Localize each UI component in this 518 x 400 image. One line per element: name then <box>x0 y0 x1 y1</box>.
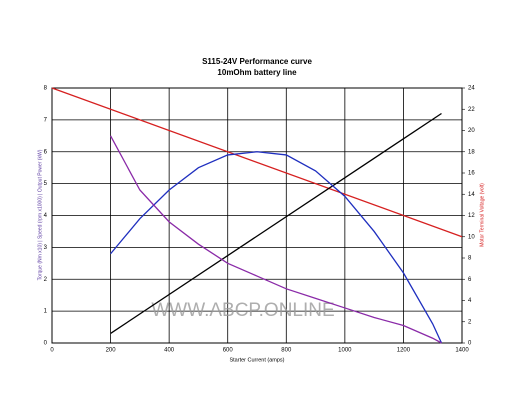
x-tick-label: 1000 <box>338 348 352 354</box>
y-tick-label: 3 <box>44 245 48 251</box>
y2-tick-label: 22 <box>468 107 475 113</box>
x-tick-label: 0 <box>50 348 54 354</box>
y2-tick-label: 20 <box>468 128 475 134</box>
y-tick-label: 1 <box>44 309 48 315</box>
y2-tick-label: 2 <box>468 319 472 325</box>
series-line <box>110 151 443 344</box>
y-tick-label: 6 <box>44 149 48 155</box>
y-tick-label: 5 <box>44 181 48 187</box>
y2-tick-label: 24 <box>468 86 475 92</box>
y2-tick-label: 8 <box>468 256 472 262</box>
plot-frame <box>51 87 463 344</box>
y-tick-label: 0 <box>44 341 48 347</box>
series-line <box>109 135 442 344</box>
series-line <box>51 87 463 238</box>
y2-tick-label: 6 <box>468 277 472 283</box>
y-axis-label: Torque (Nm x10) | Speed (rpm x1000) | Ou… <box>37 149 43 280</box>
y2-tick-label: 14 <box>468 192 475 198</box>
x-tick-label: 1200 <box>397 348 411 354</box>
y2-tick-label: 10 <box>468 234 475 240</box>
y-tick-label: 4 <box>44 213 48 219</box>
watermark: WWW.ABCP.ONLINE <box>151 300 334 321</box>
series-line <box>110 112 442 334</box>
chart-title: S115-24V Performance curve <box>202 57 312 66</box>
x-tick-label: 800 <box>281 348 292 354</box>
y2-tick-label: 4 <box>468 298 472 304</box>
y2-axis-label: Motor Terminal Voltage (volt) <box>479 183 485 247</box>
y-tick-label: 2 <box>44 277 48 283</box>
chart-subtitle: 10mOhm battery line <box>217 68 297 77</box>
y2-tick-label: 16 <box>468 171 475 177</box>
x-axis-label: Starter Current (amps) <box>229 357 284 363</box>
x-tick-label: 1400 <box>455 348 469 354</box>
y2-tick-label: 18 <box>468 149 475 155</box>
y-tick-label: 7 <box>44 117 48 123</box>
y-tick-label: 8 <box>44 86 48 92</box>
x-tick-label: 600 <box>223 348 234 354</box>
x-tick-label: 400 <box>164 348 175 354</box>
y2-tick-label: 12 <box>468 213 475 219</box>
y2-tick-label: 0 <box>468 341 472 347</box>
x-tick-label: 200 <box>106 348 117 354</box>
